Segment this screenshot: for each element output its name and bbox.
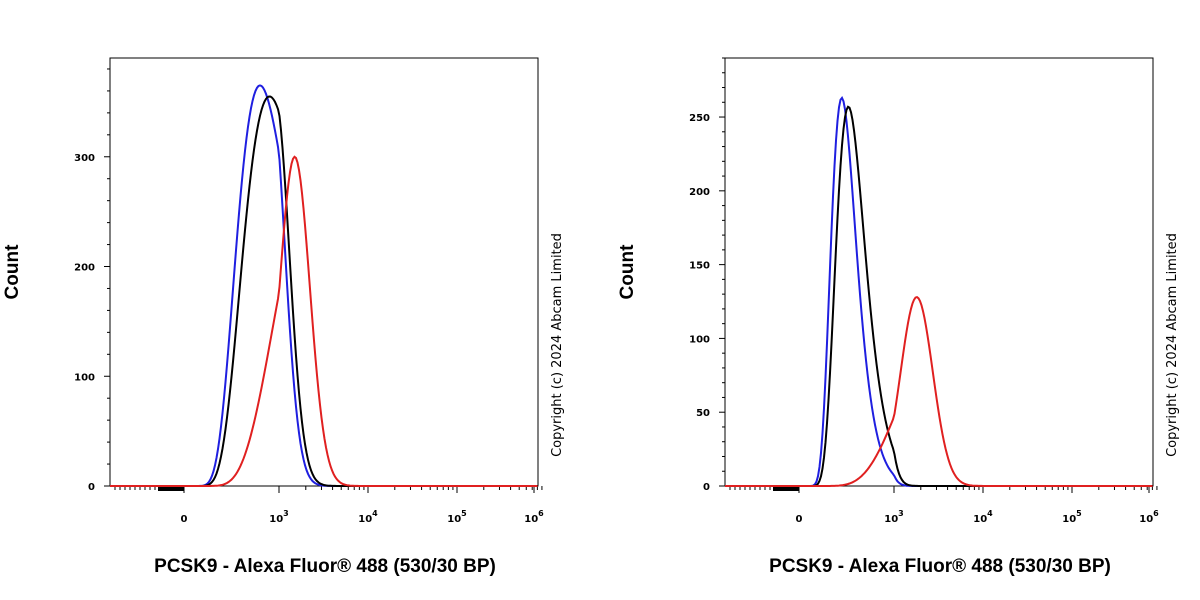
y-tick-label: 300 <box>74 153 95 164</box>
x-tick-exponent: 3 <box>283 509 289 518</box>
x-tick-exponent: 3 <box>898 509 904 518</box>
histogram-chart-right: 0 50 100 150 200 250 Count 0 103 104 105 106 PCSK9 -… <box>617 57 1180 577</box>
y-tick-label: 100 <box>689 334 710 345</box>
x-tick-exponent: 5 <box>461 509 467 518</box>
y-tick-label: 200 <box>74 263 95 274</box>
plot-frame <box>724 57 1154 487</box>
x-tick-label: 106 <box>1139 509 1159 525</box>
histogram-series-line <box>110 155 538 487</box>
histogram-series-line <box>725 295 1153 487</box>
copyright-text: Copyright (c) 2024 Abcam Limited <box>550 233 565 457</box>
y-axis-title: Count <box>617 244 638 300</box>
x-tick-exponent: 6 <box>538 509 544 518</box>
histogram-series-line <box>725 105 1153 487</box>
y-tick-label: 200 <box>689 187 710 198</box>
histogram-panel-right: 0 50 100 150 200 250 Count 0 103 104 105 106 PCSK9 -… <box>615 0 1200 600</box>
histogram-series-line <box>110 84 538 487</box>
x-tick-label: 103 <box>269 509 289 525</box>
y-tick-label: 250 <box>689 113 710 124</box>
x-tick-label: 0 <box>796 514 803 525</box>
x-tick-exponent: 4 <box>372 509 378 518</box>
x-tick-label: 105 <box>447 509 467 525</box>
y-tick-label: 100 <box>74 372 95 383</box>
y-tick-label: 150 <box>689 261 710 272</box>
x-tick-label: 0 <box>181 514 188 525</box>
x-tick-label: 103 <box>884 509 904 525</box>
x-tick-exponent: 4 <box>987 509 993 518</box>
y-tick-label: 0 <box>703 482 710 493</box>
x-zero-tick-cluster <box>773 487 799 491</box>
x-tick-exponent: 5 <box>1076 509 1082 518</box>
histogram-series-line <box>725 95 1153 487</box>
y-tick-label: 0 <box>88 482 95 493</box>
histogram-panel-left: 0 100 200 300 Count 0 103 104 105 106 PCSK9 - Alex… <box>2 57 565 577</box>
x-tick-label: 105 <box>1062 509 1082 525</box>
y-axis-title: Count <box>2 244 23 300</box>
x-zero-tick-cluster <box>158 487 184 491</box>
x-tick-label: 104 <box>358 509 378 525</box>
plot-frame <box>109 57 539 487</box>
y-tick-label: 50 <box>696 408 710 419</box>
x-tick-exponent: 6 <box>1153 509 1159 518</box>
x-tick-label: 104 <box>973 509 993 525</box>
x-axis-title: PCSK9 - Alexa Fluor® 488 (530/30 BP) <box>154 556 496 577</box>
histogram-chart-left: 0 100 200 300 Count 0 103 104 105 106 PCSK9 - Alex… <box>2 57 565 577</box>
x-axis-title: PCSK9 - Alexa Fluor® 488 (530/30 BP) <box>769 556 1111 577</box>
x-tick-label: 106 <box>524 509 544 525</box>
copyright-text: Copyright (c) 2024 Abcam Limited <box>1165 233 1180 457</box>
